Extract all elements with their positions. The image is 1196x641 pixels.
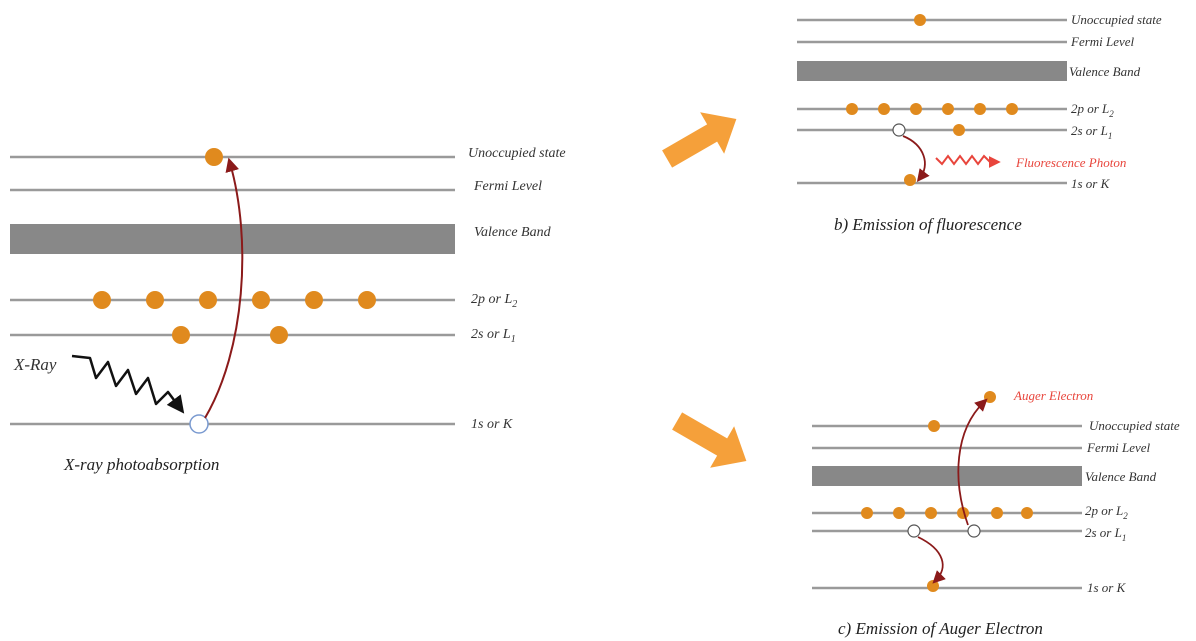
- panel-fluorescence: Unoccupied state Fermi Level Valence Ban…: [797, 12, 1162, 234]
- panel-photoabsorption: X-Ray Unoccupied state Fermi Level Valen…: [10, 146, 566, 474]
- valence-band-rect: [812, 466, 1082, 486]
- electron: [928, 420, 940, 432]
- valence-band-rect: [797, 61, 1067, 81]
- valence-band-label: Valence Band: [1069, 64, 1141, 79]
- auger-electron: [984, 391, 996, 403]
- unoccupied-state-label: Unoccupied state: [468, 146, 566, 161]
- decay-arrow: [918, 537, 943, 580]
- electron: [861, 507, 873, 519]
- l1-label: 2s or L1: [1071, 123, 1112, 141]
- electron: [205, 148, 223, 166]
- caption-photoabsorption: X-ray photoabsorption: [63, 455, 219, 474]
- electron: [846, 103, 858, 115]
- electron: [305, 291, 323, 309]
- electron: [974, 103, 986, 115]
- auger-emission-arrow: [958, 402, 984, 525]
- electron: [904, 174, 916, 186]
- electron: [270, 326, 288, 344]
- electron: [1006, 103, 1018, 115]
- electron: [1021, 507, 1033, 519]
- fermi-level-label: Fermi Level: [1070, 34, 1135, 49]
- electron: [927, 580, 939, 592]
- electron: [925, 507, 937, 519]
- k-label: 1s or K: [1071, 176, 1111, 191]
- fermi-level-label: Fermi Level: [473, 179, 542, 194]
- block-arrow-up: [655, 98, 748, 180]
- fluorescence-photon-label: Fluorescence Photon: [1015, 155, 1126, 170]
- fermi-level-label: Fermi Level: [1086, 440, 1151, 455]
- l2-label: 2p or L2: [471, 292, 517, 310]
- electron: [878, 103, 890, 115]
- electron: [953, 124, 965, 136]
- electron: [893, 507, 905, 519]
- electron: [991, 507, 1003, 519]
- electron: [914, 14, 926, 26]
- electron: [910, 103, 922, 115]
- electron: [172, 326, 190, 344]
- electron: [199, 291, 217, 309]
- l1-label: 2s or L1: [1085, 525, 1126, 543]
- unoccupied-state-label: Unoccupied state: [1089, 418, 1180, 433]
- decay-arrow: [903, 136, 925, 178]
- unoccupied-state-label: Unoccupied state: [1071, 12, 1162, 27]
- panel-auger: Auger Electron Unoccupied state Fermi Le…: [812, 388, 1180, 638]
- xray-label: X-Ray: [13, 355, 57, 374]
- electron: [93, 291, 111, 309]
- fluorescence-photon-wave: [936, 156, 996, 164]
- l1-hole: [968, 525, 980, 537]
- xray-wave: [72, 356, 180, 408]
- l2-label: 2p or L2: [1085, 503, 1128, 521]
- valence-band-label: Valence Band: [474, 225, 552, 240]
- caption-fluorescence: b) Emission of fluorescence: [834, 215, 1022, 234]
- valence-band-label: Valence Band: [1085, 469, 1157, 484]
- electron: [252, 291, 270, 309]
- l2-label: 2p or L2: [1071, 101, 1114, 119]
- auger-electron-label: Auger Electron: [1013, 388, 1093, 403]
- electron: [358, 291, 376, 309]
- k-label: 1s or K: [1087, 580, 1127, 595]
- excitation-arrow: [205, 163, 242, 418]
- k-label: 1s or K: [471, 417, 513, 432]
- electron: [942, 103, 954, 115]
- l1-hole: [893, 124, 905, 136]
- electron: [146, 291, 164, 309]
- valence-band-rect: [10, 224, 455, 254]
- l1-label: 2s or L1: [471, 327, 516, 345]
- l1-hole: [908, 525, 920, 537]
- caption-auger: c) Emission of Auger Electron: [838, 619, 1043, 638]
- block-arrow-down: [665, 400, 758, 482]
